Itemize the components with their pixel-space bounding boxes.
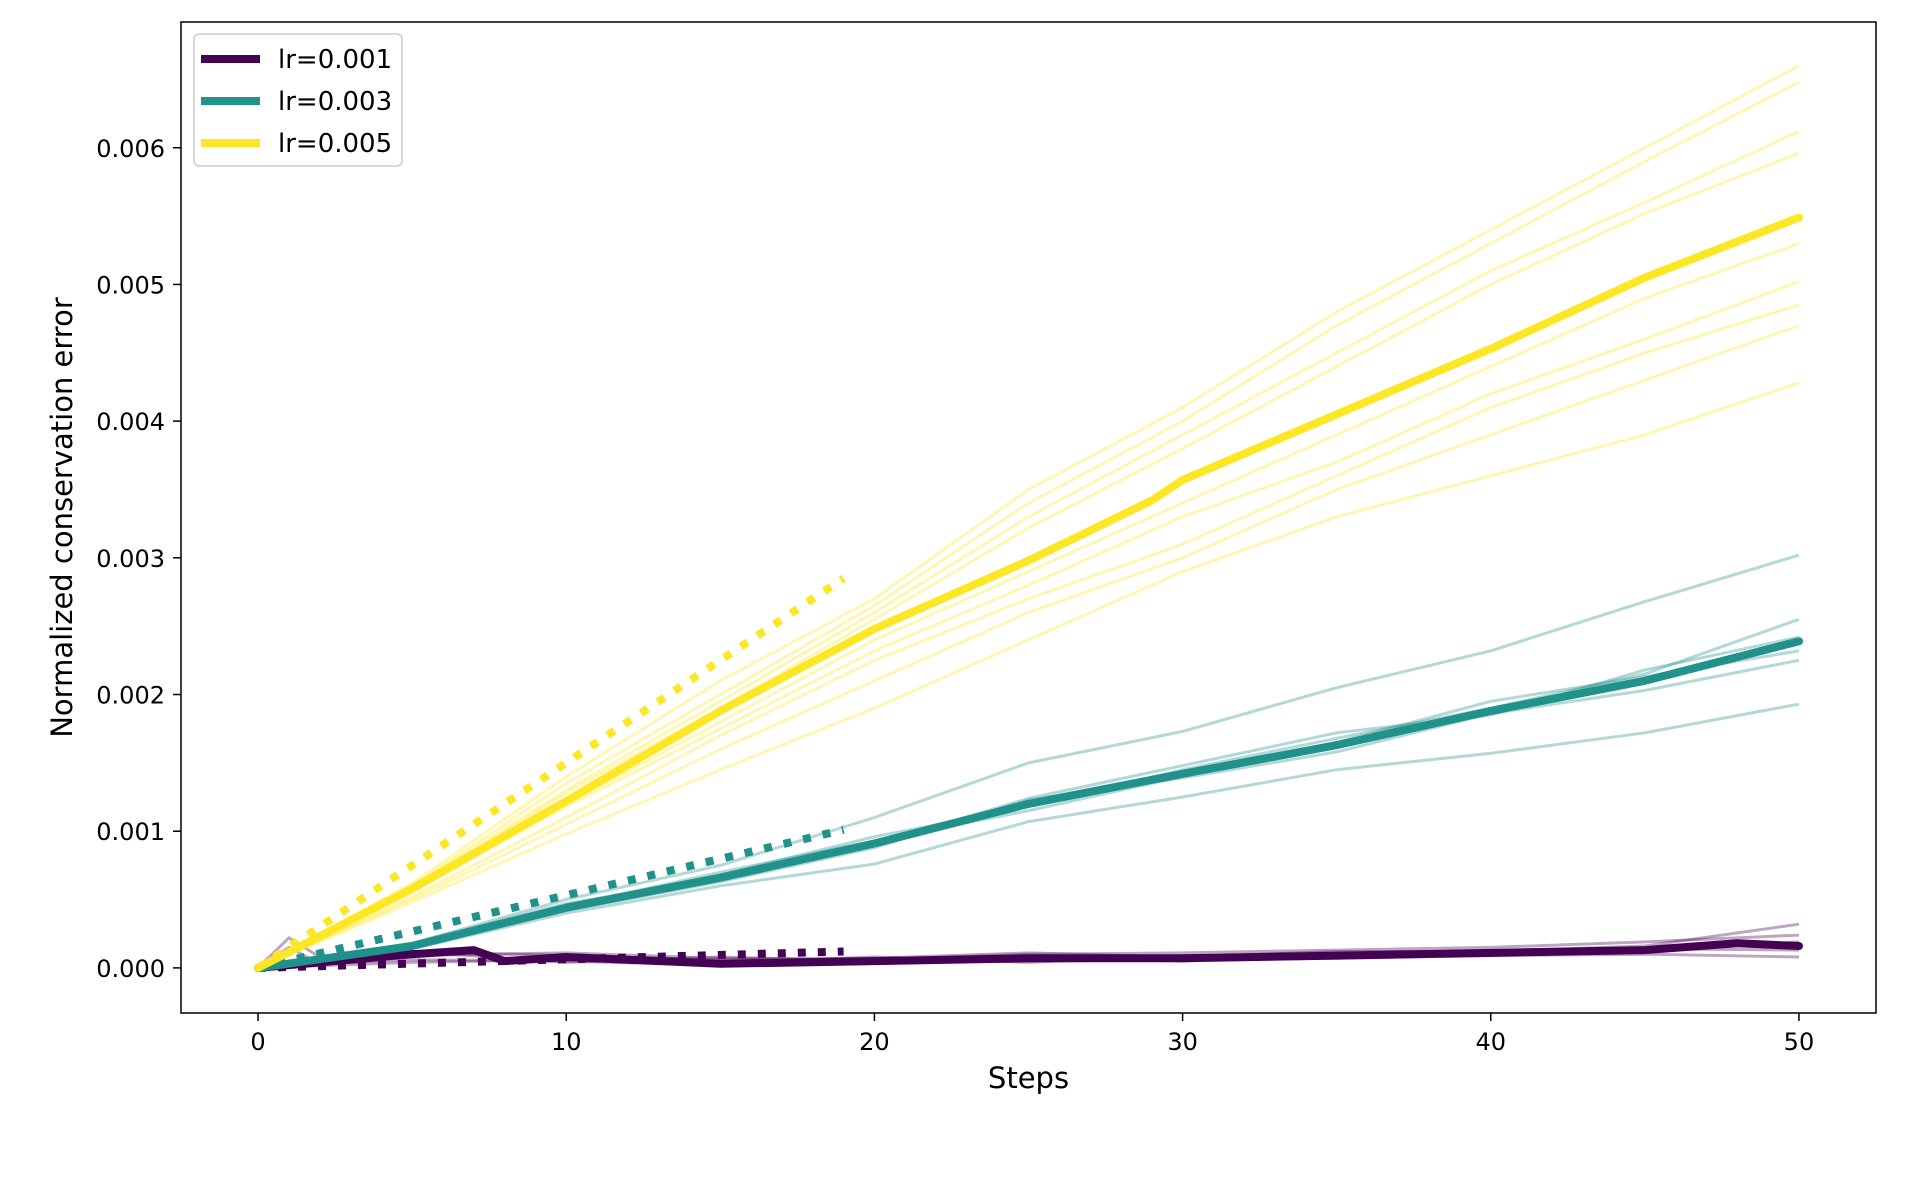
legend: lr=0.001 lr=0.003 lr=0.005 bbox=[193, 33, 403, 167]
run-line-1-1 bbox=[257, 702, 1800, 970]
x-tick-label: 50 bbox=[1784, 1028, 1815, 1056]
mean-line-2 bbox=[254, 213, 1803, 972]
y-axis-label: Normalized conservation error bbox=[45, 297, 79, 738]
x-axis-label: Steps bbox=[988, 1061, 1069, 1095]
run-line-2-0 bbox=[257, 64, 1800, 970]
y-tick-label: 0.003 bbox=[96, 545, 165, 573]
x-tick-label: 10 bbox=[551, 1028, 582, 1056]
x-tick-label: 20 bbox=[859, 1028, 890, 1056]
run-line-1-2 bbox=[257, 617, 1800, 970]
run-line-2-6 bbox=[257, 303, 1800, 970]
x-tick-label: 40 bbox=[1475, 1028, 1506, 1056]
run-lines-layer bbox=[256, 64, 1800, 970]
y-tick-label: 0.000 bbox=[96, 955, 165, 983]
run-line-2-1 bbox=[257, 80, 1800, 970]
legend-label-0: lr=0.001 bbox=[278, 45, 392, 75]
fit-line-2 bbox=[255, 574, 846, 972]
run-line-2-4 bbox=[257, 241, 1800, 970]
x-tick-label: 30 bbox=[1167, 1028, 1198, 1056]
legend-label-2: lr=0.005 bbox=[278, 129, 392, 159]
fit-lines-layer bbox=[255, 574, 846, 972]
plot-frame bbox=[180, 21, 1877, 1014]
run-line-2-8 bbox=[257, 381, 1800, 970]
run-line-2-7 bbox=[257, 324, 1800, 970]
fit-line-1 bbox=[257, 825, 845, 972]
y-tick-label: 0.002 bbox=[96, 682, 165, 710]
y-axis-ticks: 0.000 0.001 0.002 0.003 0.004 0.005 0.006 bbox=[96, 135, 181, 983]
mean-line-1 bbox=[254, 637, 1803, 972]
y-tick-label: 0.005 bbox=[96, 271, 165, 299]
run-line-1-0 bbox=[257, 553, 1800, 970]
mean-lines-layer bbox=[254, 213, 1803, 972]
y-tick-label: 0.001 bbox=[96, 818, 165, 846]
mean-line-0 bbox=[254, 939, 1803, 972]
x-tick-label: 0 bbox=[250, 1028, 265, 1056]
legend-label-1: lr=0.003 bbox=[278, 87, 392, 117]
run-line-2-3 bbox=[257, 151, 1800, 970]
y-tick-label: 0.006 bbox=[96, 135, 165, 163]
run-line-0-2 bbox=[257, 933, 1800, 970]
run-line-2-2 bbox=[257, 130, 1800, 970]
legend-box bbox=[193, 33, 403, 167]
y-tick-label: 0.004 bbox=[96, 408, 165, 436]
x-axis-ticks: 0 10 20 30 40 50 bbox=[250, 1013, 1814, 1056]
